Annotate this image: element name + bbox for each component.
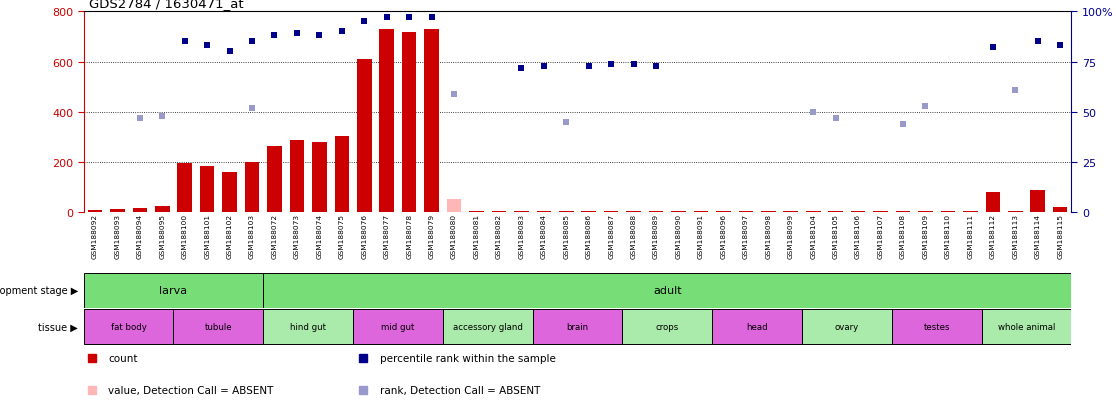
Bar — [263, 309, 353, 344]
Bar — [446, 200, 461, 212]
Text: head: head — [747, 322, 768, 331]
Bar — [694, 211, 709, 212]
Bar — [263, 273, 1071, 308]
Bar — [514, 211, 529, 212]
Bar — [1030, 190, 1045, 212]
Bar — [84, 273, 263, 308]
Bar — [739, 211, 753, 212]
Text: mid gut: mid gut — [382, 322, 415, 331]
Text: accessory gland: accessory gland — [453, 322, 522, 331]
Text: tubule: tubule — [204, 322, 232, 331]
Bar — [1052, 208, 1067, 212]
Bar — [648, 211, 663, 212]
Bar — [379, 31, 394, 212]
Bar — [532, 309, 623, 344]
Bar — [626, 211, 641, 212]
Bar — [244, 162, 259, 212]
Text: rank, Detection Call = ABSENT: rank, Detection Call = ABSENT — [379, 385, 540, 395]
Bar — [896, 211, 911, 212]
Text: larva: larva — [160, 285, 187, 295]
Bar — [222, 173, 237, 212]
Bar — [985, 192, 1000, 212]
Bar — [335, 137, 349, 212]
Bar — [828, 211, 843, 212]
Text: testes: testes — [923, 322, 950, 331]
Text: ovary: ovary — [835, 322, 859, 331]
Bar — [806, 211, 820, 212]
Bar — [963, 211, 978, 212]
Bar — [312, 143, 327, 212]
Bar — [173, 309, 263, 344]
Bar — [712, 309, 802, 344]
Text: hind gut: hind gut — [290, 322, 326, 331]
Bar — [1008, 211, 1022, 212]
Bar — [177, 164, 192, 212]
Text: count: count — [108, 353, 137, 363]
Bar — [671, 211, 686, 212]
Bar — [850, 211, 865, 212]
Bar — [424, 31, 439, 212]
Bar — [110, 210, 125, 212]
Bar — [802, 309, 892, 344]
Bar — [559, 211, 574, 212]
Bar — [290, 140, 305, 212]
Bar — [761, 211, 776, 212]
Bar — [133, 209, 147, 212]
Text: fat body: fat body — [110, 322, 146, 331]
Bar — [200, 167, 214, 212]
Bar — [353, 309, 443, 344]
Bar — [443, 309, 532, 344]
Text: brain: brain — [567, 322, 588, 331]
Text: development stage ▶: development stage ▶ — [0, 285, 78, 295]
Bar — [537, 211, 551, 212]
Bar — [982, 309, 1071, 344]
Text: value, Detection Call = ABSENT: value, Detection Call = ABSENT — [108, 385, 273, 395]
Bar — [892, 309, 982, 344]
Text: adult: adult — [653, 285, 682, 295]
Bar — [783, 211, 798, 212]
Text: percentile rank within the sample: percentile rank within the sample — [379, 353, 556, 363]
Text: tissue ▶: tissue ▶ — [38, 322, 78, 332]
Bar — [155, 207, 170, 212]
Bar — [492, 211, 507, 212]
Bar — [357, 60, 372, 212]
Bar — [267, 147, 282, 212]
Bar — [402, 33, 416, 212]
Bar — [604, 211, 618, 212]
Bar — [873, 211, 888, 212]
Bar — [469, 211, 484, 212]
Text: whole animal: whole animal — [998, 322, 1055, 331]
Bar — [716, 211, 731, 212]
Bar — [88, 210, 103, 212]
Text: GDS2784 / 1630471_at: GDS2784 / 1630471_at — [89, 0, 244, 10]
Bar — [623, 309, 712, 344]
Bar — [918, 211, 933, 212]
Bar — [581, 211, 596, 212]
Text: crops: crops — [656, 322, 679, 331]
Bar — [941, 211, 955, 212]
Bar — [84, 309, 173, 344]
